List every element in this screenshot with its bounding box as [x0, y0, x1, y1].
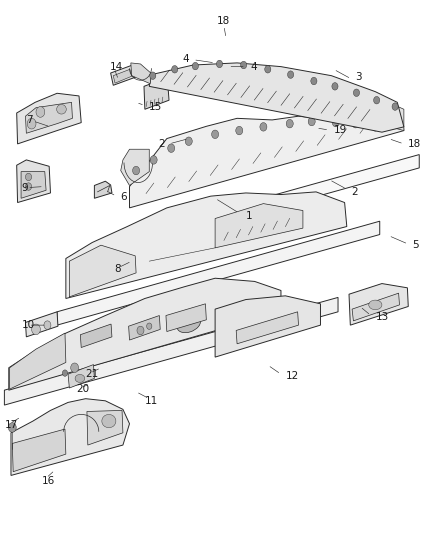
Circle shape	[192, 62, 198, 70]
Text: 17: 17	[4, 421, 18, 430]
Polygon shape	[17, 93, 81, 144]
Circle shape	[287, 71, 293, 78]
Text: 15: 15	[149, 102, 162, 111]
Polygon shape	[87, 410, 123, 445]
Polygon shape	[11, 399, 129, 475]
Polygon shape	[9, 278, 280, 390]
Circle shape	[371, 123, 378, 131]
Polygon shape	[166, 304, 206, 332]
Circle shape	[8, 423, 16, 432]
Circle shape	[150, 156, 157, 164]
Text: 3: 3	[355, 72, 361, 82]
Circle shape	[310, 77, 316, 85]
Polygon shape	[4, 297, 337, 405]
Circle shape	[171, 66, 177, 73]
Polygon shape	[25, 312, 58, 337]
Polygon shape	[68, 365, 94, 388]
Polygon shape	[149, 63, 403, 132]
Polygon shape	[359, 102, 403, 131]
Ellipse shape	[102, 415, 116, 427]
Polygon shape	[236, 312, 298, 344]
Circle shape	[32, 324, 40, 335]
Text: 14: 14	[110, 62, 123, 71]
Circle shape	[132, 166, 139, 175]
Polygon shape	[66, 192, 346, 298]
Text: 6: 6	[120, 192, 127, 202]
Circle shape	[351, 119, 358, 128]
Polygon shape	[144, 81, 169, 109]
Ellipse shape	[57, 104, 66, 114]
Polygon shape	[113, 69, 131, 83]
Ellipse shape	[368, 300, 381, 310]
Circle shape	[62, 370, 67, 376]
Ellipse shape	[177, 316, 200, 333]
Circle shape	[27, 118, 36, 129]
Circle shape	[71, 363, 78, 373]
Text: 9: 9	[21, 183, 28, 192]
Text: 13: 13	[374, 312, 388, 322]
Circle shape	[307, 117, 314, 126]
Circle shape	[353, 89, 359, 96]
Text: 10: 10	[22, 320, 35, 330]
Text: 5: 5	[412, 240, 418, 250]
Circle shape	[259, 123, 266, 131]
Text: 1: 1	[245, 211, 252, 221]
Polygon shape	[17, 160, 50, 203]
Text: 2: 2	[350, 187, 357, 197]
Polygon shape	[57, 221, 379, 325]
Polygon shape	[128, 316, 160, 340]
Polygon shape	[120, 149, 149, 185]
Polygon shape	[80, 324, 112, 348]
Text: 18: 18	[407, 139, 420, 149]
Circle shape	[264, 66, 270, 73]
Circle shape	[25, 173, 32, 181]
Circle shape	[146, 323, 152, 329]
Text: 12: 12	[285, 371, 298, 381]
Circle shape	[211, 130, 218, 139]
Polygon shape	[110, 65, 135, 85]
Circle shape	[332, 118, 339, 127]
Polygon shape	[69, 245, 136, 297]
Circle shape	[167, 144, 174, 152]
Text: 20: 20	[76, 384, 89, 394]
Text: 18: 18	[217, 17, 230, 26]
Circle shape	[235, 126, 242, 135]
Polygon shape	[215, 296, 320, 357]
Text: 4: 4	[182, 54, 188, 63]
Ellipse shape	[75, 374, 85, 383]
Circle shape	[391, 103, 397, 110]
Text: 2: 2	[158, 139, 164, 149]
Polygon shape	[94, 181, 112, 198]
Circle shape	[331, 83, 337, 90]
Text: 8: 8	[114, 264, 120, 274]
Polygon shape	[10, 333, 66, 389]
Polygon shape	[348, 284, 407, 325]
Circle shape	[240, 61, 246, 69]
Polygon shape	[351, 293, 399, 321]
Circle shape	[137, 326, 144, 335]
Polygon shape	[21, 172, 46, 198]
Circle shape	[25, 183, 32, 190]
Polygon shape	[129, 107, 403, 208]
Text: 16: 16	[42, 476, 55, 486]
Circle shape	[149, 72, 155, 79]
Circle shape	[391, 118, 398, 127]
Polygon shape	[12, 429, 66, 472]
Circle shape	[216, 60, 222, 68]
Polygon shape	[25, 102, 72, 133]
Text: 19: 19	[333, 125, 346, 135]
Polygon shape	[215, 204, 302, 248]
Text: 7: 7	[26, 115, 33, 125]
Polygon shape	[123, 155, 418, 251]
Text: 4: 4	[250, 62, 256, 71]
Circle shape	[185, 137, 192, 146]
Text: 11: 11	[145, 396, 158, 406]
Text: 21: 21	[85, 369, 99, 379]
Circle shape	[373, 96, 379, 104]
Circle shape	[36, 107, 45, 117]
Polygon shape	[131, 63, 151, 84]
Circle shape	[44, 321, 51, 329]
Circle shape	[286, 119, 293, 128]
